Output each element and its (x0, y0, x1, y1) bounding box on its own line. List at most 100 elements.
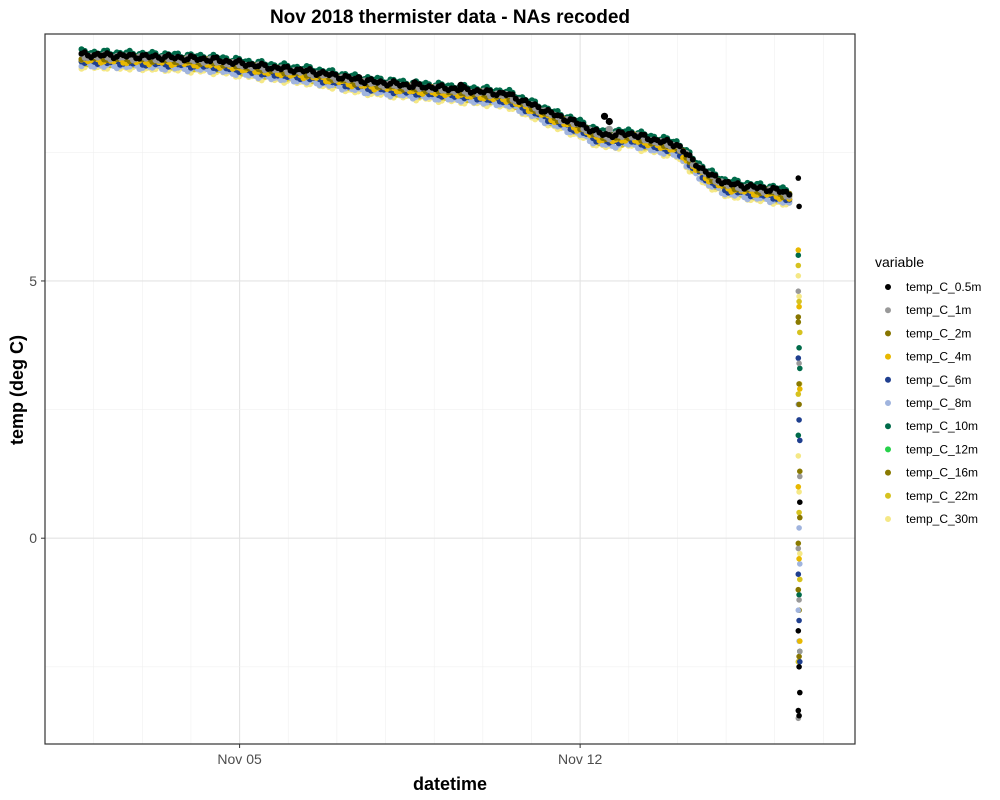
legend-key (885, 353, 891, 360)
y-axis-title: temp (deg C) (7, 335, 27, 445)
data-point (796, 653, 802, 660)
plot-panel (44, 33, 856, 745)
data-point (795, 432, 802, 439)
data-point (796, 345, 802, 351)
data-point (641, 131, 648, 138)
legend-label: temp_C_12m (906, 442, 978, 456)
data-point (689, 156, 696, 163)
data-point (676, 143, 683, 150)
x-axis-title: datetime (413, 774, 487, 794)
legend-key (885, 423, 891, 430)
legend-item: temp_C_8m (885, 396, 971, 410)
legend-item: temp_C_22m (885, 489, 978, 503)
data-point (712, 172, 719, 179)
data-point (797, 365, 803, 372)
data-point (797, 576, 803, 583)
data-point (535, 104, 542, 111)
data-point (795, 607, 802, 613)
panel-background (45, 34, 855, 744)
data-point (796, 298, 802, 305)
legend-item: temp_C_4m (885, 350, 971, 364)
legend-key (885, 330, 891, 337)
legend-title: variable (875, 254, 924, 270)
data-point (796, 417, 802, 423)
data-point (795, 707, 802, 714)
data-point (795, 273, 802, 279)
data-point (796, 489, 802, 495)
legend-label: temp_C_16m (906, 466, 978, 480)
legend-label: temp_C_6m (906, 373, 971, 387)
data-point (605, 125, 613, 133)
legend-label: temp_C_22m (906, 489, 978, 503)
x-tick-label: Nov 12 (558, 751, 603, 767)
legend-key (885, 492, 891, 499)
legend-key (885, 307, 891, 314)
x-axis-ticks: Nov 05 Nov 12 (217, 744, 603, 767)
data-point (797, 550, 803, 557)
data-point (797, 638, 803, 644)
legend-label: temp_C_0.5m (906, 280, 981, 294)
data-point (797, 689, 803, 696)
data-point (795, 288, 802, 295)
data-point (795, 453, 802, 459)
data-point (786, 191, 793, 198)
legend-label: temp_C_4m (906, 350, 971, 364)
y-tick-label: 0 (29, 530, 37, 546)
data-point (795, 252, 802, 258)
grid-lines (44, 34, 855, 744)
panel-border (44, 33, 856, 745)
data-point (797, 561, 803, 567)
data-point (795, 586, 802, 593)
legend-item: temp_C_1m (885, 303, 971, 317)
data-point (796, 509, 802, 516)
legend-item: temp_C_16m (885, 466, 978, 480)
data-point (797, 329, 803, 336)
data-point (795, 545, 802, 552)
data-point (796, 712, 802, 719)
data-point (797, 658, 803, 665)
data-point (796, 401, 802, 408)
legend-label: temp_C_8m (906, 396, 971, 410)
data-point (797, 514, 803, 521)
data-point (355, 74, 363, 82)
data-point (796, 597, 802, 603)
data-point (796, 617, 802, 624)
data-point (796, 203, 802, 210)
chart-title: Nov 2018 thermister data - NAs recoded (270, 7, 630, 28)
data-point (795, 355, 802, 361)
data-point (796, 525, 802, 531)
data-point (796, 664, 802, 670)
legend-item: temp_C_2m (885, 326, 971, 340)
series-temp_C_0.5m (78, 49, 803, 719)
data-point (796, 360, 802, 367)
legend-items: temp_C_0.5m temp_C_1m temp_C_2m temp_C_4mte… (885, 280, 981, 526)
legend-key (885, 400, 891, 406)
data-point (796, 556, 802, 562)
legend-label: temp_C_1m (906, 303, 971, 317)
legend-key (885, 516, 891, 522)
data-point (797, 473, 803, 480)
data-point (797, 468, 803, 475)
data-point (797, 499, 803, 506)
legend-label: temp_C_2m (906, 326, 971, 340)
data-point (509, 91, 516, 98)
legend-key (885, 284, 891, 290)
legend-item: temp_C_12m (885, 442, 978, 456)
legend-item: temp_C_30m (885, 512, 978, 526)
data-point (797, 437, 803, 444)
data-point (605, 117, 613, 126)
data-point (797, 386, 803, 392)
legend-item: temp_C_0.5m (885, 280, 981, 294)
data-marks (78, 46, 803, 722)
data-point (796, 303, 802, 310)
data-point (795, 628, 802, 634)
legend-label: temp_C_30m (906, 512, 978, 526)
data-point (795, 247, 802, 253)
data-point (796, 592, 802, 598)
data-point (795, 391, 802, 397)
data-point (795, 484, 802, 490)
data-point (795, 262, 802, 269)
data-point (487, 87, 494, 94)
data-point (795, 571, 802, 577)
